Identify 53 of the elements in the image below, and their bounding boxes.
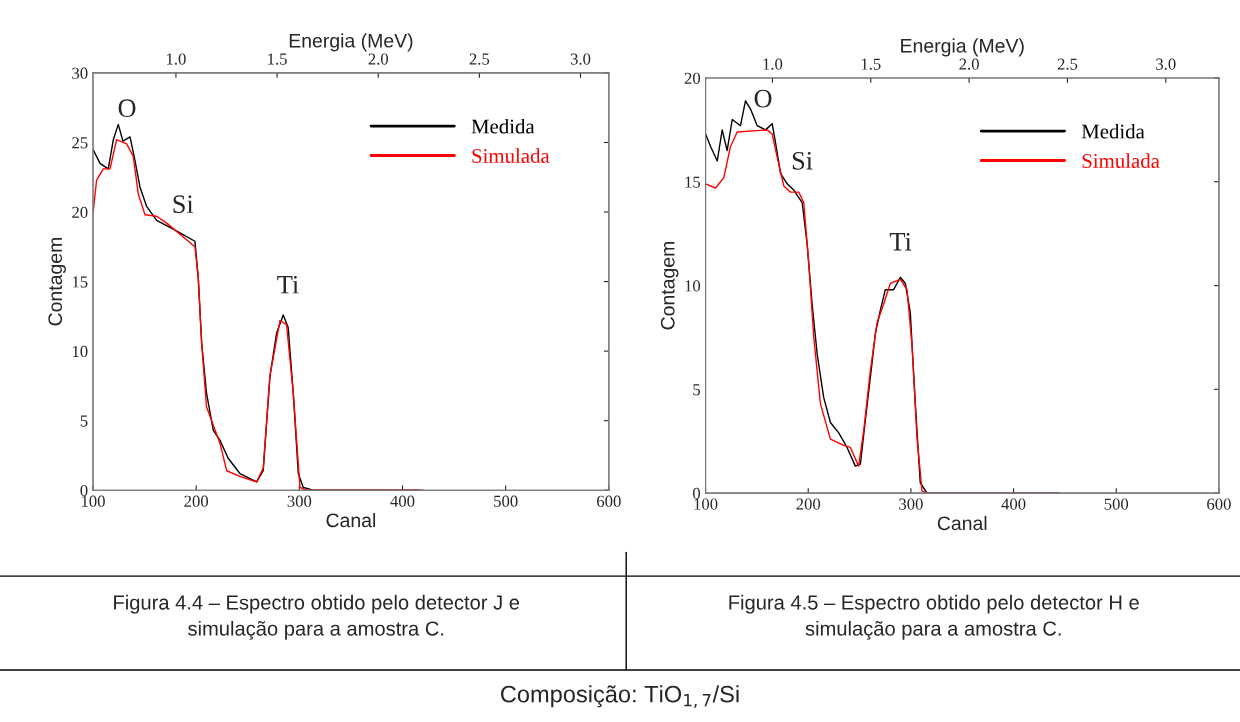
- y-tick-label: 25: [72, 137, 88, 149]
- x2-tick-label: 1.0: [763, 58, 783, 70]
- y-tick-label: 0: [80, 484, 88, 497]
- legend-label: Medida: [471, 118, 535, 134]
- x2-axis-title: Energia (MeV): [901, 38, 1024, 57]
- x2-tick-label: 3.0: [1156, 58, 1176, 70]
- text: Figura 4.4 – Espectro obtido pelo detector J e simulação para a amostra C.: [114, 594, 520, 640]
- x2-axis-title: Energia (MeV): [289, 33, 413, 52]
- x-tick-label: 500: [494, 495, 518, 507]
- annotation: Si: [792, 151, 813, 170]
- x2-tick-label: 1.0: [166, 53, 186, 65]
- x-tick-label: 500: [1104, 498, 1129, 510]
- legend-label: Simulada: [472, 148, 550, 163]
- text: Figura 4.5 – Espectro obtido pelo detector H e simulação para a amostra C.: [729, 594, 1139, 640]
- x-axis-title: Canal: [326, 512, 376, 528]
- y-tick-label: 15: [72, 276, 88, 288]
- legend-label: Medida: [1081, 123, 1145, 139]
- x-tick-label: 300: [287, 495, 312, 507]
- x2-tick-label: 1.5: [861, 58, 881, 70]
- x-tick-label: 300: [899, 498, 923, 510]
- y-tick-label: 15: [685, 176, 701, 188]
- x2-tick-label: 2.0: [368, 53, 389, 65]
- y-tick-label: 0: [693, 487, 701, 500]
- y-tick-label: 20: [72, 206, 88, 218]
- x-tick-label: 100: [694, 498, 718, 510]
- y-tick-label: 10: [72, 345, 88, 358]
- y-axis-title: Contagem: [48, 238, 66, 326]
- y-axis-title: Contagem: [660, 241, 679, 330]
- annotation: Si: [173, 195, 194, 214]
- annotation: O: [118, 99, 136, 118]
- x-tick-label: 400: [1001, 498, 1026, 510]
- x-tick-label: 200: [796, 498, 821, 510]
- x2-tick-label: 2.5: [469, 53, 490, 65]
- y-tick-label: 20: [684, 72, 701, 84]
- y-tick-label: 5: [80, 415, 88, 427]
- x2-tick-label: 2.0: [959, 58, 979, 70]
- y-tick-label: 5: [693, 384, 701, 396]
- x-tick-label: 100: [81, 495, 105, 507]
- x-tick-label: 200: [184, 495, 209, 507]
- x2-tick-label: 3.0: [570, 53, 591, 65]
- x-tick-label: 600: [597, 495, 621, 507]
- x-axis-title: Canal: [937, 515, 987, 531]
- x2-tick-label: 1.5: [268, 53, 287, 65]
- annotation: Ti: [889, 232, 912, 251]
- y-tick-label: 10: [685, 280, 701, 292]
- x-tick-label: 400: [390, 495, 415, 507]
- annotation: O: [754, 89, 772, 108]
- annotation: Ti: [277, 275, 299, 294]
- x-tick-label: 600: [1207, 498, 1231, 510]
- x2-tick-label: 2.5: [1057, 58, 1078, 70]
- legend-label: Simulada: [1082, 153, 1160, 168]
- y-tick-label: 30: [72, 67, 88, 79]
- text: Composição: TiO$_{1,7}$/Si: [501, 685, 739, 709]
